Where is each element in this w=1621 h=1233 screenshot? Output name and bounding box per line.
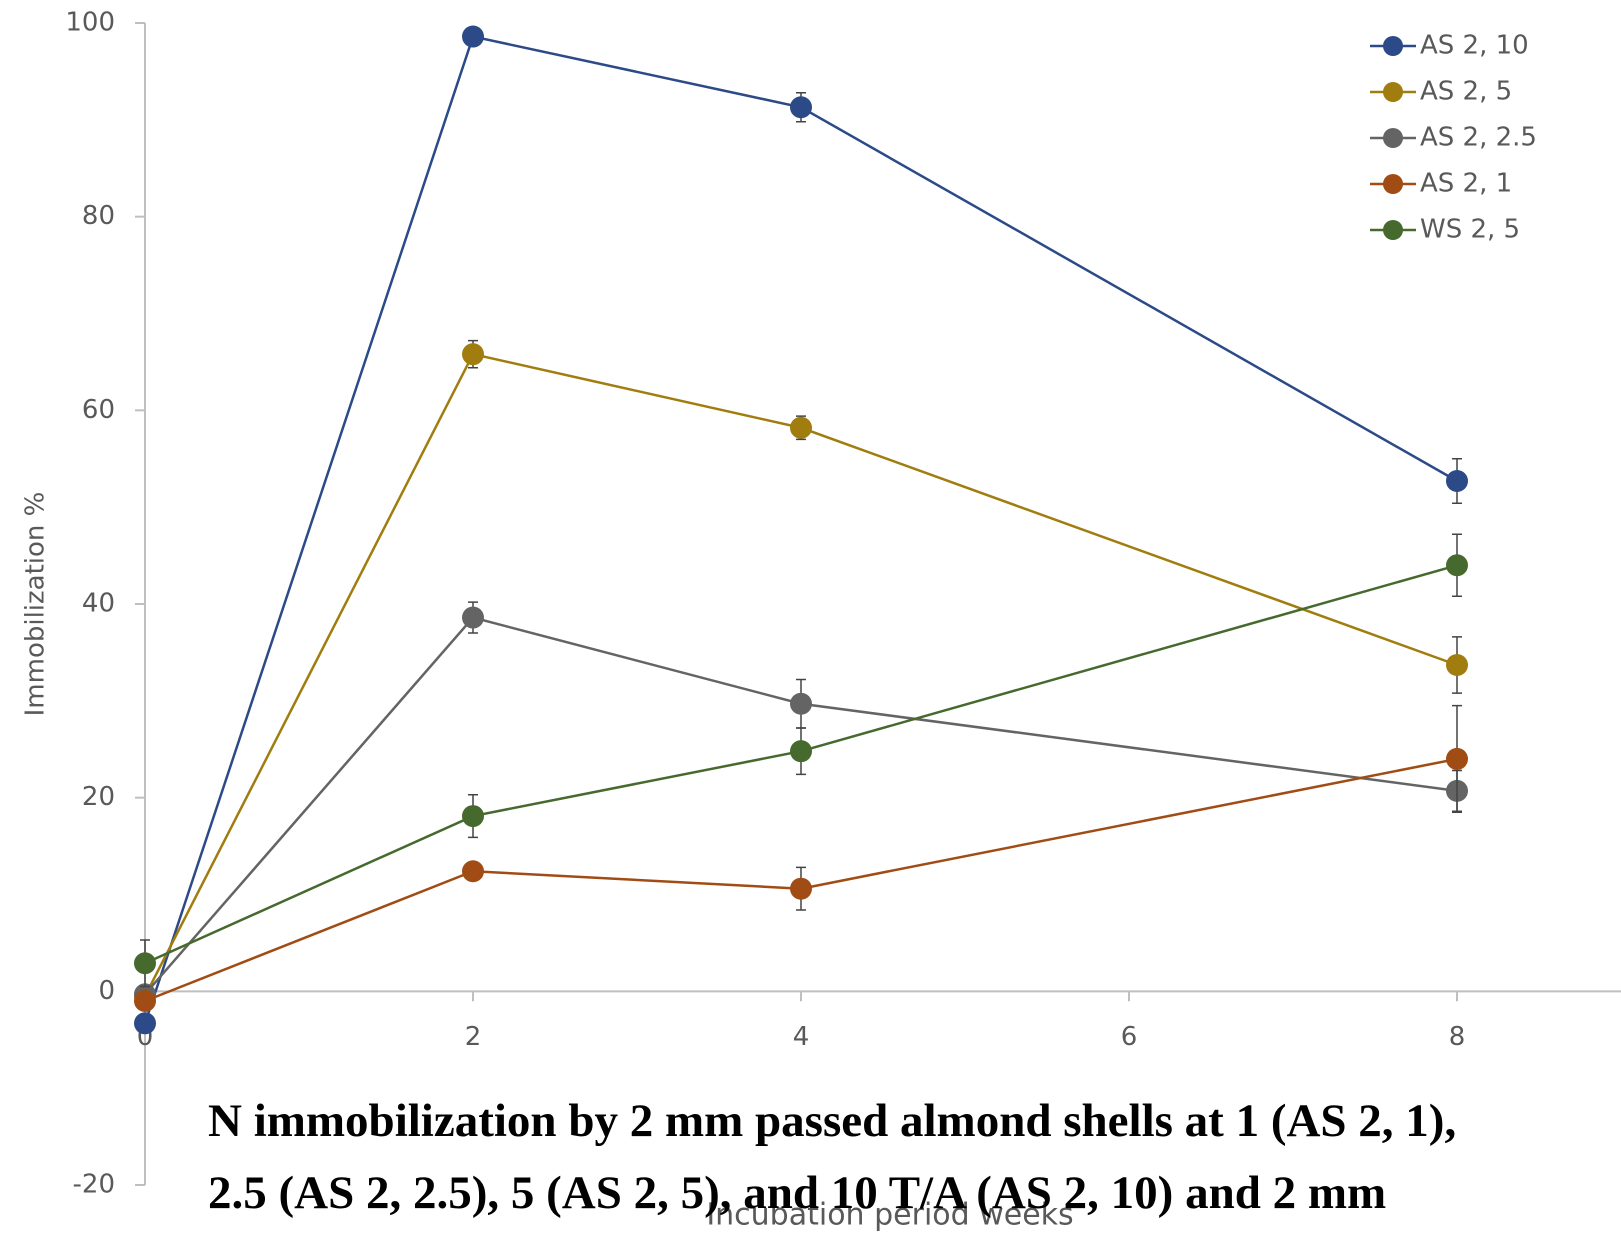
data-point: [134, 1012, 156, 1035]
data-point: [790, 692, 812, 715]
y-tick-label: 80: [82, 201, 115, 231]
series-line: [143, 352, 1458, 997]
data-point: [790, 96, 812, 119]
series-line: [144, 564, 1458, 965]
x-tick-label: 4: [793, 1022, 810, 1052]
data-point: [790, 877, 812, 900]
legend-marker: [1383, 174, 1403, 194]
data-point: [462, 860, 484, 883]
x-axis-title: Incubation period weeks: [706, 1198, 1073, 1233]
data-point: [134, 990, 156, 1013]
y-tick-label: 100: [65, 8, 115, 38]
data-point: [462, 606, 484, 629]
y-tick-label: 20: [82, 782, 115, 812]
x-tick-label: 2: [465, 1022, 482, 1052]
series-line: [144, 616, 1458, 996]
legend-marker: [1383, 36, 1403, 56]
y-tick-label: 40: [82, 589, 115, 619]
legend-label: WS 2, 5: [1420, 215, 1520, 245]
data-point: [790, 740, 812, 763]
caption-line: N immobilization by 2 mm passed almond s…: [208, 1095, 1456, 1147]
legend-label: AS 2, 10: [1420, 31, 1529, 61]
data-point: [462, 25, 484, 48]
data-point: [462, 343, 484, 366]
data-point: [1446, 747, 1468, 770]
y-tick-label: 60: [82, 395, 115, 425]
y-axis-title: Immobilization %: [21, 492, 51, 717]
series-line: [143, 35, 1458, 1024]
data-point: [1446, 554, 1468, 577]
y-tick-label: -20: [73, 1170, 115, 1200]
caption-line: 2.5 (AS 2, 2.5), 5 (AS 2, 5), and 10 T/A…: [208, 1167, 1386, 1219]
data-point: [462, 805, 484, 828]
series-line: [144, 757, 1458, 1003]
y-tick-label: 0: [98, 976, 115, 1006]
data-point: [1446, 654, 1468, 677]
x-tick-label: 8: [1449, 1022, 1466, 1052]
legend-label: AS 2, 5: [1420, 77, 1512, 107]
legend-marker: [1383, 128, 1403, 148]
legend-marker: [1383, 220, 1403, 240]
legend-label: AS 2, 2.5: [1420, 123, 1537, 153]
x-tick-label: 6: [1121, 1022, 1138, 1052]
data-point: [134, 952, 156, 975]
legend-label: AS 2, 1: [1420, 169, 1512, 199]
data-point: [790, 416, 812, 439]
legend-marker: [1383, 82, 1403, 102]
data-point: [1446, 470, 1468, 493]
